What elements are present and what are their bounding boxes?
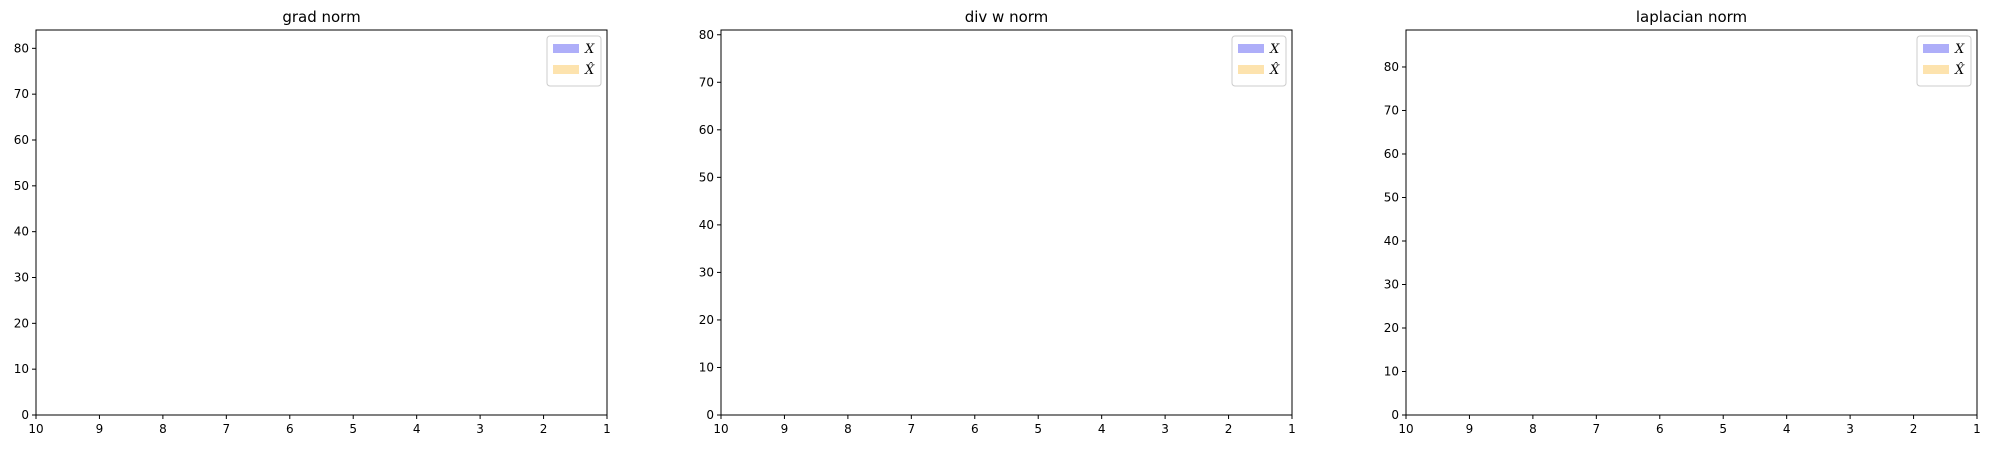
x-tick-label: 1 — [1973, 422, 1981, 436]
x-tick-label: 4 — [1783, 422, 1791, 436]
y-tick-label: 80 — [14, 41, 29, 55]
chart-title: grad norm — [282, 8, 360, 26]
y-tick-label: 50 — [1384, 190, 1399, 204]
y-tick-label: 50 — [14, 179, 29, 193]
x-tick-label: 3 — [1846, 422, 1854, 436]
legend: X X̂ — [1916, 35, 1972, 87]
legend: X X̂ — [546, 35, 602, 87]
legend-swatch-2 — [1923, 65, 1949, 74]
x-tick-label: 8 — [159, 422, 167, 436]
legend: X X̂ — [1231, 35, 1287, 87]
y-tick-label: 80 — [1384, 60, 1399, 74]
chart-title: div w norm — [965, 8, 1049, 26]
y-tick-label: 60 — [1384, 147, 1399, 161]
x-tick-label: 1 — [603, 422, 611, 436]
chart-title: laplacian norm — [1636, 8, 1747, 26]
legend-swatch-2 — [553, 65, 579, 74]
y-tick-label: 10 — [1384, 364, 1399, 378]
x-tick-label: 6 — [286, 422, 294, 436]
legend-label-2: X̂ — [1954, 62, 1965, 78]
legend-swatch-1 — [1238, 44, 1264, 53]
y-tick-label: 0 — [1391, 408, 1399, 422]
x-tick-label: 10 — [1398, 422, 1413, 436]
y-tick-label: 70 — [14, 87, 29, 101]
y-tick-label: 20 — [1384, 321, 1399, 335]
axes-frame — [35, 29, 608, 416]
x-tick-label: 2 — [1225, 422, 1233, 436]
y-tick-label: 30 — [14, 271, 29, 285]
y-tick-label: 20 — [699, 313, 714, 327]
y-tick-label: 60 — [14, 133, 29, 147]
legend-swatch-1 — [1923, 44, 1949, 53]
x-tick-label: 6 — [1656, 422, 1664, 436]
x-tick-label: 4 — [413, 422, 421, 436]
legend-swatch-2 — [1238, 65, 1264, 74]
x-tick-label: 4 — [1098, 422, 1106, 436]
x-tick-label: 7 — [1593, 422, 1601, 436]
y-tick-label: 40 — [14, 225, 29, 239]
legend-label-1: X — [1269, 42, 1280, 57]
x-tick-label: 8 — [844, 422, 852, 436]
x-tick-label: 3 — [1161, 422, 1169, 436]
y-tick-label: 10 — [699, 360, 714, 374]
y-tick-label: 30 — [699, 265, 714, 279]
y-tick-label: 10 — [14, 362, 29, 376]
y-tick-label: 70 — [1384, 103, 1399, 117]
x-tick-label: 9 — [1466, 422, 1474, 436]
y-tick-label: 0 — [21, 408, 29, 422]
x-tick-label: 3 — [476, 422, 484, 436]
x-tick-label: 8 — [1529, 422, 1537, 436]
y-tick-label: 70 — [699, 75, 714, 89]
y-tick-label: 40 — [1384, 234, 1399, 248]
axes-frame — [720, 29, 1293, 416]
x-tick-label: 5 — [1034, 422, 1042, 436]
x-tick-label: 2 — [540, 422, 548, 436]
legend-label-2: X̂ — [584, 62, 595, 78]
x-tick-label: 7 — [223, 422, 231, 436]
legend-label-1: X — [1954, 42, 1965, 57]
y-tick-label: 50 — [699, 170, 714, 184]
legend-swatch-1 — [553, 44, 579, 53]
x-tick-label: 10 — [713, 422, 728, 436]
x-tick-label: 6 — [971, 422, 979, 436]
legend-label-2: X̂ — [1269, 62, 1280, 78]
y-tick-label: 80 — [699, 28, 714, 42]
x-tick-label: 2 — [1910, 422, 1918, 436]
y-tick-label: 30 — [1384, 277, 1399, 291]
x-tick-label: 9 — [96, 422, 104, 436]
y-tick-label: 20 — [14, 316, 29, 330]
x-tick-label: 5 — [349, 422, 357, 436]
x-tick-label: 10 — [28, 422, 43, 436]
y-tick-label: 0 — [706, 408, 714, 422]
axes-frame — [1405, 29, 1978, 416]
y-tick-label: 40 — [699, 218, 714, 232]
y-tick-label: 60 — [699, 123, 714, 137]
x-tick-label: 1 — [1288, 422, 1296, 436]
x-tick-label: 9 — [781, 422, 789, 436]
legend-label-1: X — [584, 42, 595, 57]
x-tick-label: 7 — [908, 422, 916, 436]
x-tick-label: 5 — [1719, 422, 1727, 436]
